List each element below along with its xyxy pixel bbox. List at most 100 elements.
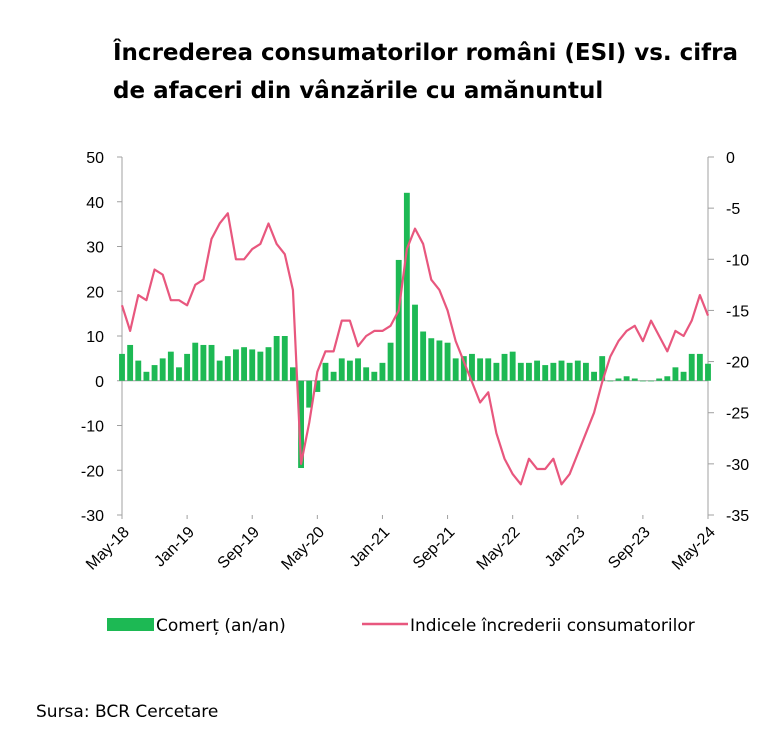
chart-title: Încrederea consumatorilor români (ESI) v… [113,34,753,110]
bar [208,344,215,381]
left-tick-label: 10 [86,329,104,346]
legend-swatch-bars [107,618,154,631]
x-tick-label: May-20 [278,524,328,574]
bar [607,380,614,382]
left-tick-label: -20 [81,463,104,480]
bar [151,365,158,381]
left-tick-label: 30 [86,240,104,257]
bar [200,344,207,381]
bar [639,380,646,382]
bar [582,362,589,381]
bar [696,353,703,381]
right-tick-label: -10 [726,252,749,269]
bar [265,347,272,381]
bar [566,362,573,381]
right-tick-label: -25 [726,406,749,423]
bar [241,347,248,381]
bar [469,353,475,381]
chart-title-line-2: de afaceri din vânzările cu amănuntul [113,78,604,104]
bar [591,371,597,381]
bar [233,349,239,381]
bar [216,360,223,381]
bar [322,362,329,381]
bar [306,380,313,408]
bar [249,349,256,381]
bar [420,331,427,381]
bar [371,371,378,381]
bar [485,358,492,381]
bar [281,336,288,381]
left-tick-label: 50 [86,150,104,167]
bar [656,378,663,381]
bar [648,380,654,382]
x-tick-label: Jan-23 [542,524,589,571]
bar [314,380,321,392]
left-tick-label: -30 [81,508,104,525]
right-tick-label: -35 [726,508,749,525]
bar [705,363,711,381]
bar [412,304,418,381]
bar [346,360,353,381]
bar [395,259,402,381]
bar [599,356,606,381]
bar [542,365,549,381]
bar [127,344,134,381]
legend: Comerț (an/an) Indicele încrederii consu… [107,616,695,636]
combo-chart: 50 40 30 20 10 0 -10 -20 -30 0 -5 -10 -15 -20 -25 -30 -3… [81,150,749,636]
bar [167,351,174,381]
line-series [120,212,710,486]
x-tick-label: May-24 [669,524,719,574]
bar [379,362,386,381]
bar [428,338,435,381]
bar [574,360,581,381]
bar [615,378,622,381]
legend-label-bars: Comerț (an/an) [156,616,286,636]
bar [680,371,687,381]
bar [298,380,304,469]
bar [558,360,565,381]
x-tick-label: Sep-21 [410,524,459,573]
bar [355,358,361,381]
bar [289,367,296,381]
bar [330,371,337,381]
x-tick-label: Jan-21 [347,524,394,571]
bar [688,353,695,381]
bar [460,356,467,381]
x-tick-label: Jan-19 [151,524,198,571]
bar-series [119,192,711,469]
bar [176,367,182,381]
bar [534,360,541,381]
right-tick-label: -5 [726,201,740,218]
bar [550,362,557,381]
bar [135,360,142,381]
x-tick-label: May-22 [474,524,524,574]
left-tick-label: 40 [86,195,104,212]
right-tick-label: -20 [726,355,749,372]
right-tick-label: -30 [726,457,749,474]
bar [664,376,671,381]
bar [493,362,500,381]
bar [444,342,451,381]
x-tick-label: Sep-19 [215,524,264,573]
bar [119,353,125,381]
bar [363,367,370,381]
chart-title-line-1: Încrederea consumatorilor români (ESI) v… [113,40,739,66]
x-tick-label: May-18 [83,524,133,574]
bar [387,342,394,381]
bar [623,376,630,381]
left-tick-label: 0 [95,374,104,391]
bar [452,358,459,381]
bar [631,378,638,381]
bar [517,362,524,381]
bar [403,192,410,381]
bar [436,340,443,381]
right-tick-label: -15 [726,303,749,320]
bar [224,356,231,381]
legend-label-line: Indicele încrederii consumatorilor [410,616,695,636]
bar [273,336,280,381]
bar [509,351,516,381]
bar [526,362,532,381]
left-tick-label: 20 [86,284,104,301]
bar [192,342,199,381]
x-tick-label: Sep-23 [605,524,654,573]
